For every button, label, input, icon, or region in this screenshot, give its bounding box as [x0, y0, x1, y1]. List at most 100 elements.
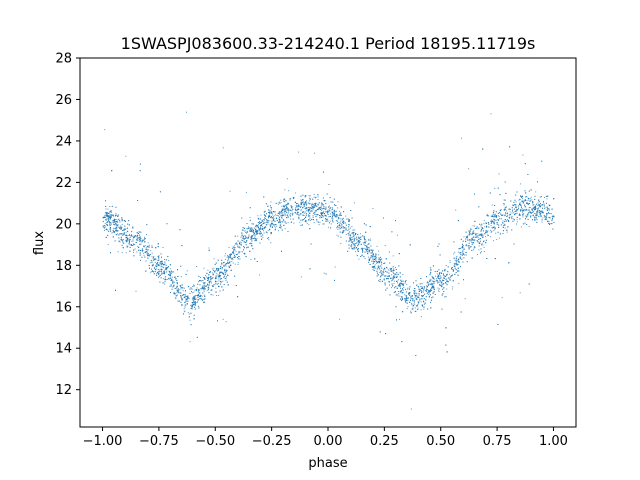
data-point: [115, 228, 117, 229]
data-point: [296, 209, 298, 211]
data-point: [257, 233, 259, 234]
data-point: [358, 236, 359, 238]
data-point: [301, 224, 303, 226]
data-point: [362, 242, 364, 244]
data-point: [112, 221, 114, 223]
data-point: [199, 289, 201, 291]
data-point: [405, 296, 407, 298]
data-point: [404, 299, 406, 301]
data-point: [523, 210, 525, 212]
data-point: [249, 242, 251, 244]
data-point: [308, 224, 310, 226]
data-point: [360, 256, 362, 257]
data-point: [325, 273, 327, 275]
data-point: [420, 309, 422, 311]
data-point: [441, 294, 443, 296]
data-point: [272, 224, 274, 226]
data-point: [278, 222, 279, 224]
data-point: [246, 237, 247, 239]
data-point: [485, 222, 486, 224]
data-point: [518, 204, 520, 206]
data-point: [398, 293, 400, 294]
data-point: [208, 292, 210, 294]
data-point: [434, 280, 436, 282]
data-point: [547, 208, 549, 210]
data-point: [407, 306, 409, 308]
data-point: [342, 232, 343, 234]
data-point: [261, 226, 263, 228]
data-point: [187, 300, 189, 302]
data-point: [471, 249, 473, 251]
data-point: [418, 287, 420, 289]
data-point: [447, 271, 449, 273]
data-point: [297, 207, 299, 209]
data-point: [214, 263, 216, 265]
data-point: [254, 227, 256, 229]
data-point: [353, 234, 355, 236]
data-point: [309, 195, 311, 197]
data-point: [354, 238, 355, 240]
data-point: [386, 267, 388, 269]
data-point: [160, 262, 162, 264]
data-point: [494, 216, 496, 218]
data-point: [109, 206, 111, 207]
data-point: [220, 281, 222, 283]
data-point: [156, 272, 158, 274]
data-point: [372, 269, 374, 271]
data-point: [107, 208, 109, 210]
data-point: [131, 240, 133, 242]
data-point: [395, 294, 397, 296]
data-point: [221, 267, 223, 268]
data-point: [438, 288, 440, 290]
data-point: [260, 235, 262, 237]
data-point: [481, 251, 482, 253]
data-point: [134, 243, 136, 245]
data-point: [310, 219, 312, 221]
data-point: [349, 238, 351, 240]
data-point: [407, 288, 409, 290]
data-point: [142, 239, 144, 241]
data-point: [478, 206, 480, 208]
data-point: [376, 272, 378, 274]
data-point: [329, 220, 331, 222]
data-point: [181, 304, 183, 306]
data-point: [504, 209, 506, 211]
data-point: [235, 256, 236, 258]
data-point: [201, 298, 203, 300]
data-point: [512, 220, 514, 222]
data-point: [403, 286, 405, 288]
data-point: [288, 211, 290, 213]
data-point: [428, 280, 430, 282]
data-point: [490, 220, 492, 222]
data-point: [229, 190, 231, 192]
data-point: [250, 258, 252, 260]
data-point: [123, 233, 125, 235]
data-point: [395, 267, 396, 268]
data-point: [117, 233, 118, 235]
data-point: [409, 288, 410, 290]
data-point: [492, 218, 494, 220]
data-point: [399, 282, 401, 284]
data-point: [514, 204, 516, 206]
data-point: [455, 209, 457, 211]
data-point: [287, 222, 289, 224]
data-point: [300, 276, 302, 278]
data-point: [547, 210, 548, 211]
data-point: [254, 238, 256, 240]
data-point: [386, 287, 388, 289]
data-point: [391, 280, 392, 282]
data-point: [252, 248, 254, 250]
data-point: [333, 215, 335, 217]
data-point: [281, 216, 283, 218]
data-point: [477, 254, 478, 255]
data-point: [304, 208, 306, 210]
data-point: [356, 242, 358, 244]
data-point: [152, 263, 154, 265]
data-point: [288, 190, 290, 192]
data-point: [325, 215, 327, 217]
data-point: [370, 255, 372, 257]
data-point: [249, 236, 251, 238]
data-point: [270, 226, 272, 228]
data-point: [407, 297, 409, 299]
data-point: [159, 191, 161, 193]
